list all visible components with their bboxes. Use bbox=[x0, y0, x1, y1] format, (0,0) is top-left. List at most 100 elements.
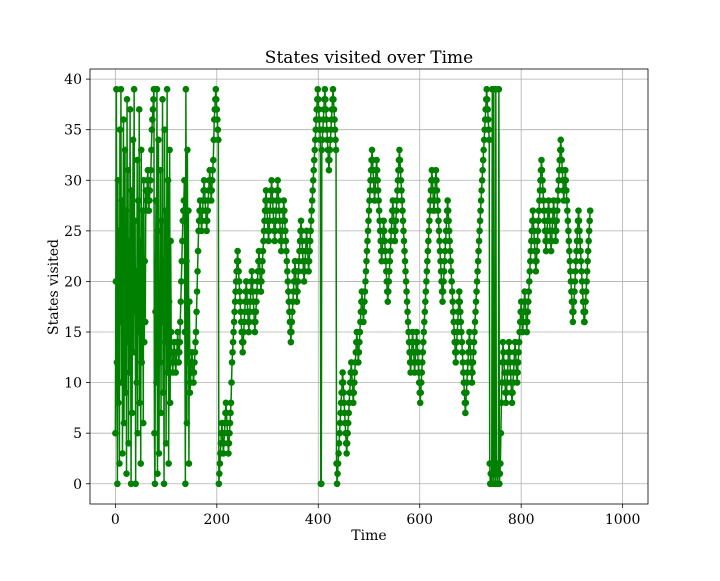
data-point bbox=[240, 328, 247, 336]
data-point bbox=[557, 146, 565, 154]
data-point bbox=[535, 217, 542, 225]
data-point bbox=[265, 237, 272, 245]
data-point bbox=[455, 288, 463, 295]
data-point bbox=[363, 247, 371, 255]
data-point bbox=[364, 227, 372, 235]
data-point bbox=[135, 328, 142, 336]
data-point bbox=[120, 419, 128, 427]
data-point bbox=[329, 85, 337, 93]
data-point bbox=[130, 85, 138, 93]
y-tick-label: 25 bbox=[64, 224, 82, 240]
data-point bbox=[456, 298, 464, 305]
data-point bbox=[131, 308, 138, 316]
data-point bbox=[578, 278, 586, 285]
y-tick-label: 5 bbox=[73, 426, 82, 442]
data-point bbox=[569, 318, 577, 326]
data-point bbox=[572, 257, 580, 265]
data-point bbox=[471, 328, 478, 336]
data-point bbox=[210, 136, 218, 144]
data-point bbox=[314, 96, 322, 103]
data-point bbox=[151, 480, 159, 488]
data-point bbox=[220, 450, 227, 457]
data-point bbox=[397, 176, 405, 184]
data-point bbox=[137, 146, 145, 154]
data-point bbox=[385, 268, 393, 275]
data-point bbox=[184, 146, 191, 154]
data-point bbox=[132, 480, 139, 488]
data-point bbox=[121, 146, 129, 154]
data-point bbox=[309, 187, 316, 194]
data-point bbox=[475, 247, 482, 255]
data-point bbox=[458, 328, 465, 336]
data-point bbox=[226, 429, 233, 437]
data-point bbox=[277, 247, 285, 255]
data-point bbox=[368, 146, 376, 154]
data-point bbox=[373, 166, 381, 174]
y-axis-label: States visited bbox=[46, 239, 62, 335]
data-point bbox=[463, 379, 471, 386]
data-point bbox=[422, 288, 430, 295]
data-point bbox=[323, 116, 330, 123]
data-point bbox=[444, 197, 451, 204]
data-point bbox=[387, 247, 394, 255]
data-point bbox=[350, 389, 358, 397]
data-point bbox=[424, 257, 431, 265]
data-point bbox=[440, 268, 448, 275]
data-point bbox=[344, 419, 352, 427]
data-point bbox=[308, 207, 315, 214]
data-point bbox=[157, 409, 165, 417]
x-tick-label: 1000 bbox=[605, 512, 641, 528]
data-point bbox=[563, 197, 571, 204]
data-point bbox=[563, 187, 570, 194]
data-point bbox=[499, 338, 507, 346]
data-point bbox=[558, 156, 566, 164]
data-point bbox=[180, 197, 188, 204]
data-point bbox=[419, 338, 427, 346]
data-point bbox=[135, 106, 143, 113]
data-point bbox=[539, 176, 546, 184]
data-point bbox=[435, 217, 442, 225]
data-point bbox=[132, 268, 140, 275]
data-point bbox=[192, 338, 199, 346]
data-point bbox=[154, 227, 162, 235]
data-point bbox=[361, 288, 369, 295]
data-point bbox=[575, 207, 582, 214]
data-point bbox=[336, 429, 343, 437]
data-point bbox=[578, 268, 585, 275]
data-point bbox=[115, 227, 123, 235]
data-point bbox=[515, 338, 523, 346]
data-point bbox=[361, 298, 368, 305]
data-point bbox=[265, 227, 273, 235]
data-point bbox=[295, 268, 302, 275]
data-point bbox=[330, 96, 337, 103]
plot-frame bbox=[89, 68, 649, 505]
data-point bbox=[213, 96, 220, 103]
data-point bbox=[575, 217, 583, 225]
data-point bbox=[402, 268, 409, 275]
data-point bbox=[366, 197, 373, 204]
data-point bbox=[381, 247, 389, 255]
data-point bbox=[355, 359, 362, 366]
data-point bbox=[474, 268, 481, 275]
data-point bbox=[473, 288, 480, 295]
data-point bbox=[414, 348, 422, 356]
data-point bbox=[497, 429, 505, 437]
data-point bbox=[222, 399, 230, 407]
data-point bbox=[163, 268, 170, 275]
data-point bbox=[513, 379, 521, 386]
data-point bbox=[392, 227, 399, 235]
data-point bbox=[234, 247, 241, 255]
data-point bbox=[287, 338, 295, 346]
data-point bbox=[364, 237, 371, 245]
data-point bbox=[133, 379, 140, 386]
data-point bbox=[564, 207, 571, 214]
y-tick-label: 35 bbox=[64, 123, 82, 139]
data-point bbox=[500, 348, 507, 356]
data-point bbox=[534, 237, 541, 245]
data-point bbox=[215, 136, 222, 144]
data-point bbox=[126, 369, 133, 376]
data-point bbox=[239, 348, 246, 356]
data-point bbox=[123, 96, 131, 103]
data-point bbox=[583, 268, 591, 275]
data-point bbox=[343, 440, 351, 447]
